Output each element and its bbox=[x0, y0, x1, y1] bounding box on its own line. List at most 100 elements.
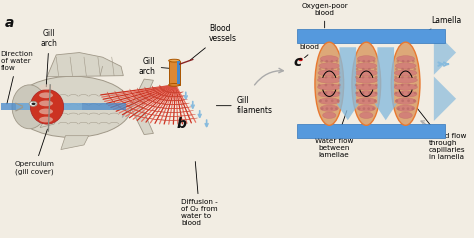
Ellipse shape bbox=[375, 84, 378, 86]
Text: Diffusion -
of O₂ from
water to
blood: Diffusion - of O₂ from water to blood bbox=[181, 162, 218, 226]
Ellipse shape bbox=[325, 60, 328, 63]
FancyArrowPatch shape bbox=[191, 102, 194, 108]
Ellipse shape bbox=[320, 56, 338, 62]
Ellipse shape bbox=[408, 91, 410, 94]
Ellipse shape bbox=[319, 99, 322, 102]
Ellipse shape bbox=[318, 91, 321, 94]
Ellipse shape bbox=[407, 68, 410, 70]
Ellipse shape bbox=[355, 70, 378, 76]
FancyArrowPatch shape bbox=[434, 30, 456, 75]
FancyArrowPatch shape bbox=[434, 77, 456, 121]
Ellipse shape bbox=[315, 42, 344, 125]
Ellipse shape bbox=[39, 92, 53, 98]
Ellipse shape bbox=[337, 99, 339, 102]
Ellipse shape bbox=[374, 91, 377, 94]
FancyArrowPatch shape bbox=[205, 120, 208, 126]
Ellipse shape bbox=[362, 60, 365, 63]
Ellipse shape bbox=[318, 76, 321, 79]
Ellipse shape bbox=[338, 84, 341, 86]
Ellipse shape bbox=[407, 99, 410, 102]
Ellipse shape bbox=[319, 98, 340, 104]
Text: Oxygen-poor
blood: Oxygen-poor blood bbox=[301, 3, 348, 28]
Polygon shape bbox=[176, 61, 180, 84]
Ellipse shape bbox=[362, 76, 365, 79]
Ellipse shape bbox=[338, 76, 340, 79]
Ellipse shape bbox=[401, 91, 404, 94]
Ellipse shape bbox=[39, 100, 53, 106]
Ellipse shape bbox=[357, 60, 360, 63]
Ellipse shape bbox=[30, 89, 64, 124]
Ellipse shape bbox=[368, 91, 371, 94]
Ellipse shape bbox=[355, 76, 358, 79]
Ellipse shape bbox=[395, 68, 398, 70]
Ellipse shape bbox=[362, 91, 365, 94]
Ellipse shape bbox=[331, 68, 334, 70]
Ellipse shape bbox=[356, 98, 377, 104]
Ellipse shape bbox=[319, 63, 340, 69]
Ellipse shape bbox=[394, 70, 417, 76]
Text: Gill
arch: Gill arch bbox=[139, 57, 172, 76]
Polygon shape bbox=[169, 61, 180, 85]
Ellipse shape bbox=[407, 60, 410, 63]
Ellipse shape bbox=[414, 91, 417, 94]
FancyArrowPatch shape bbox=[337, 47, 359, 120]
Text: Water flow
between
lamellae: Water flow between lamellae bbox=[315, 111, 353, 158]
Ellipse shape bbox=[360, 112, 373, 119]
Ellipse shape bbox=[12, 85, 47, 129]
Text: Blood
vessels: Blood vessels bbox=[190, 24, 237, 60]
Polygon shape bbox=[16, 103, 82, 110]
Ellipse shape bbox=[411, 107, 414, 110]
Ellipse shape bbox=[356, 68, 358, 70]
Ellipse shape bbox=[414, 76, 417, 79]
Ellipse shape bbox=[318, 84, 341, 90]
Text: c: c bbox=[293, 55, 301, 69]
Polygon shape bbox=[47, 53, 123, 77]
Ellipse shape bbox=[391, 42, 420, 125]
Ellipse shape bbox=[331, 76, 334, 79]
Ellipse shape bbox=[397, 56, 415, 62]
Ellipse shape bbox=[29, 101, 37, 106]
Ellipse shape bbox=[320, 60, 323, 63]
Ellipse shape bbox=[325, 68, 328, 70]
Ellipse shape bbox=[373, 60, 375, 63]
Ellipse shape bbox=[335, 107, 338, 110]
Ellipse shape bbox=[401, 84, 404, 86]
Ellipse shape bbox=[355, 77, 378, 83]
Ellipse shape bbox=[320, 105, 338, 111]
Ellipse shape bbox=[357, 105, 375, 111]
Ellipse shape bbox=[368, 68, 371, 70]
Ellipse shape bbox=[331, 99, 334, 102]
Ellipse shape bbox=[394, 84, 397, 86]
Ellipse shape bbox=[412, 60, 415, 63]
Ellipse shape bbox=[358, 107, 361, 110]
Ellipse shape bbox=[414, 84, 417, 86]
Ellipse shape bbox=[394, 91, 397, 94]
Text: a: a bbox=[4, 16, 14, 30]
Ellipse shape bbox=[368, 76, 371, 79]
Ellipse shape bbox=[413, 68, 416, 70]
Ellipse shape bbox=[402, 107, 405, 110]
Text: Gill
arch: Gill arch bbox=[41, 29, 58, 87]
Text: Lamella: Lamella bbox=[410, 16, 461, 41]
FancyArrowPatch shape bbox=[438, 62, 443, 66]
Ellipse shape bbox=[39, 117, 53, 122]
Ellipse shape bbox=[355, 84, 378, 90]
Ellipse shape bbox=[318, 84, 320, 86]
Ellipse shape bbox=[325, 84, 328, 86]
FancyArrowPatch shape bbox=[198, 111, 201, 117]
Ellipse shape bbox=[399, 112, 412, 119]
Polygon shape bbox=[297, 124, 445, 138]
Ellipse shape bbox=[394, 91, 417, 97]
Ellipse shape bbox=[355, 91, 358, 94]
Polygon shape bbox=[0, 103, 126, 110]
Ellipse shape bbox=[394, 76, 397, 79]
Polygon shape bbox=[297, 30, 445, 43]
Ellipse shape bbox=[394, 77, 417, 83]
Ellipse shape bbox=[331, 91, 334, 94]
Ellipse shape bbox=[397, 107, 400, 110]
Ellipse shape bbox=[169, 59, 180, 62]
Ellipse shape bbox=[408, 76, 410, 79]
Ellipse shape bbox=[331, 84, 334, 86]
Ellipse shape bbox=[396, 60, 399, 63]
Ellipse shape bbox=[319, 68, 321, 70]
